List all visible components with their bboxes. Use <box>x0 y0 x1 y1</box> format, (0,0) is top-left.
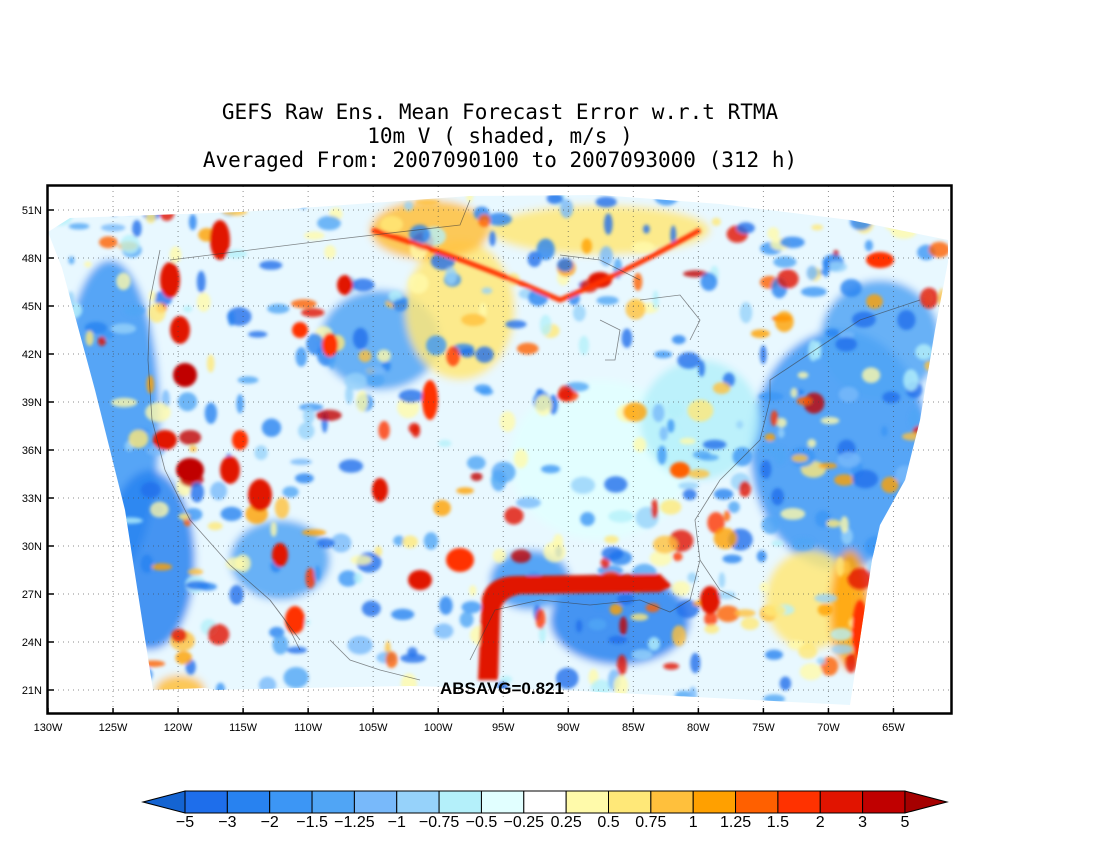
lon-tick-label: 130W <box>34 722 63 734</box>
latitude-labels: 51N 48N 45N 42N 39N 36N 33N 30N 27N 24N 21N <box>22 205 54 697</box>
colorbar-tick-label: 2 <box>816 814 825 831</box>
lat-tick-label: 45N <box>22 301 42 313</box>
colorbar-swatch <box>438 790 482 814</box>
colorbar-tick-label: −2 <box>261 814 279 831</box>
lat-tick-label: 39N <box>22 397 42 409</box>
map-frame <box>46 184 953 715</box>
lat-tick-label: 42N <box>22 349 42 361</box>
lat-tick-label: 27N <box>22 589 42 601</box>
colorbar-tick-label: −3 <box>218 814 236 831</box>
colorbar-over-arrow <box>904 790 949 814</box>
lat-tick-label: 51N <box>22 205 42 217</box>
colorbar-tick-label: 0.5 <box>597 814 619 831</box>
colorbar-swatch <box>608 790 652 814</box>
colorbar-swatch <box>650 790 694 814</box>
colorbar-swatch <box>819 790 864 814</box>
colorbar-swatch <box>480 790 525 814</box>
lon-tick-label: 65W <box>882 722 905 734</box>
lon-tick-label: 85W <box>622 722 645 734</box>
colorbar-tick-label: 1.25 <box>720 814 751 831</box>
lon-tick-label: 75W <box>752 722 775 734</box>
colorbar-tick-label: 1 <box>689 814 698 831</box>
colorbar-swatch <box>184 790 228 814</box>
title-line-2: 10m V ( shaded, m/s ) <box>367 124 633 148</box>
lon-tick-label: 125W <box>99 722 128 734</box>
colorbar-swatch <box>523 790 567 814</box>
lat-tick-label: 21N <box>22 685 42 697</box>
colorbar-tick-label: −1 <box>388 814 406 831</box>
lat-tick-label: 36N <box>22 445 42 457</box>
colorbar-swatch <box>396 790 440 814</box>
lon-tick-label: 100W <box>424 722 453 734</box>
colorbar-swatch <box>269 790 313 814</box>
colorbar-tick-label: 1.5 <box>767 814 789 831</box>
lon-tick-label: 115W <box>229 722 258 734</box>
lat-tick-label: 24N <box>22 637 42 649</box>
lon-tick-label: 80W <box>687 722 710 734</box>
colorbar-swatch <box>777 790 821 814</box>
colorbar-swatch <box>353 790 398 814</box>
colorbar: −5 −3 −2 −1.5 −1.25 −1 −0.75 −0.5 −0.25 0.25 0.5 0.… <box>141 790 949 831</box>
colorbar-tick-label: 0.25 <box>551 814 582 831</box>
lon-tick-label: 70W <box>817 722 840 734</box>
colorbar-tick-label: 3 <box>858 814 867 831</box>
gridlines <box>47 186 952 714</box>
colorbar-swatch <box>862 790 906 814</box>
lat-tick-label: 48N <box>22 253 42 265</box>
colorbar-swatch <box>692 790 737 814</box>
colorbar-tick-label: −1.25 <box>334 814 375 831</box>
colorbar-tick-label: −1.5 <box>296 814 328 831</box>
lat-tick-label: 33N <box>22 493 42 505</box>
plot-title: GEFS Raw Ens. Mean Forecast Error w.r.t … <box>0 100 1000 172</box>
colorbar-tick-label: 0.75 <box>635 814 666 831</box>
lon-tick-label: 110W <box>294 722 323 734</box>
lon-tick-label: 105W <box>359 722 388 734</box>
absavg-annotation: ABSAVG=0.821 <box>440 679 564 698</box>
coastlines <box>147 199 921 681</box>
colorbar-swatch <box>565 790 610 814</box>
colorbar-under-arrow <box>141 790 186 814</box>
colorbar-tick-label: −0.75 <box>419 814 460 831</box>
colorbar-tick-label: −0.5 <box>466 814 498 831</box>
title-line-3: Averaged From: 2007090100 to 2007093000 … <box>202 148 798 172</box>
longitude-labels: 130W 125W 120W 115W 110W 105W 100W 95W 90W 85W 80W… <box>34 708 905 734</box>
colorbar-tick-label: −0.25 <box>504 814 545 831</box>
title-line-1: GEFS Raw Ens. Mean Forecast Error w.r.t … <box>221 100 779 124</box>
colorbar-tick-label: 5 <box>900 814 909 831</box>
lat-tick-label: 30N <box>22 541 42 553</box>
lon-tick-label: 95W <box>492 722 515 734</box>
lon-tick-label: 90W <box>557 722 580 734</box>
colorbar-swatch <box>226 790 271 814</box>
colorbar-swatch <box>311 790 355 814</box>
colorbar-swatch <box>735 790 779 814</box>
colorbar-tick-label: −5 <box>176 814 194 831</box>
lon-tick-label: 120W <box>164 722 193 734</box>
